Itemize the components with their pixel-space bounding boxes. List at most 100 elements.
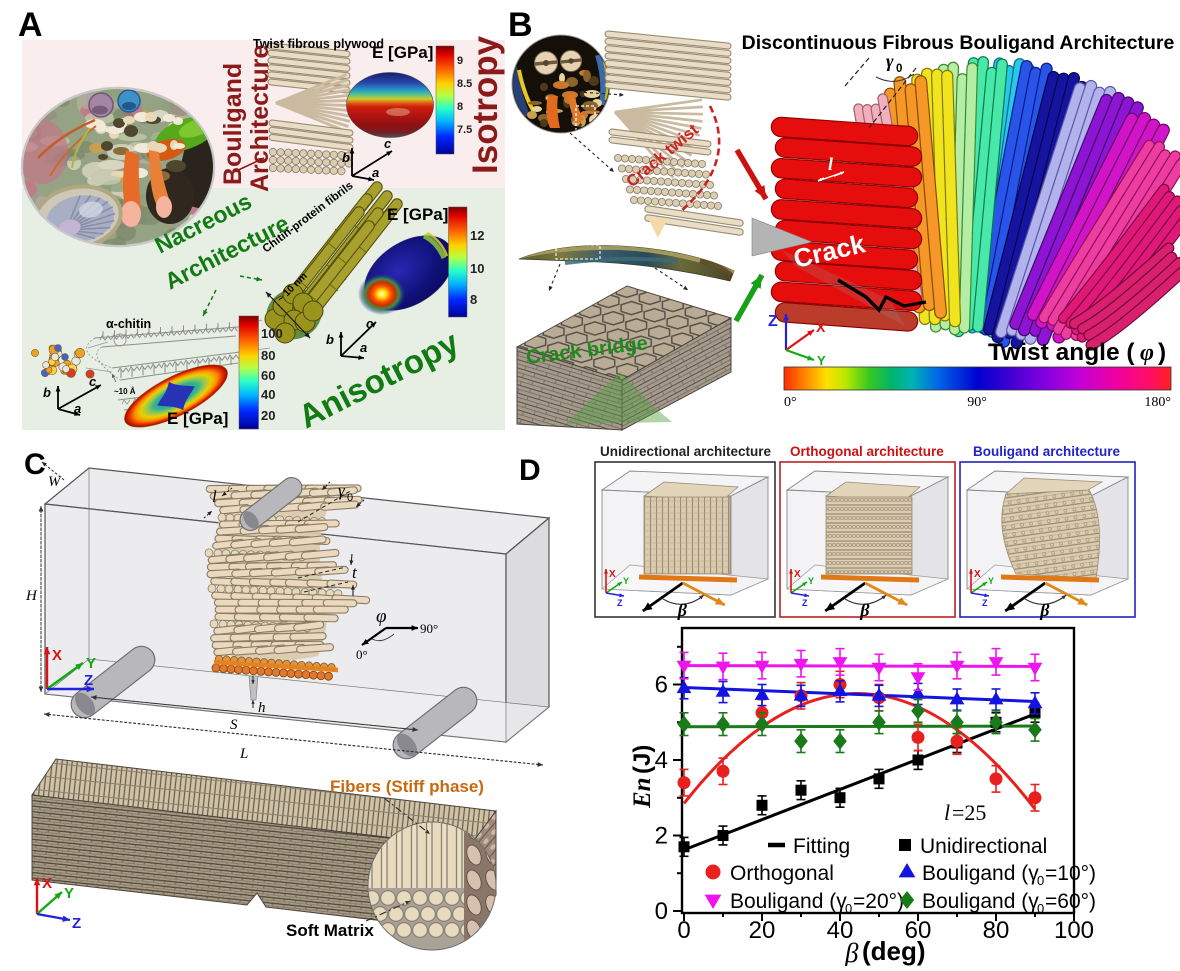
svg-text:90°: 90° <box>967 395 987 410</box>
svg-text:=10°): =10°) <box>1045 862 1096 885</box>
svg-text:90°: 90° <box>420 621 438 636</box>
svg-text:40: 40 <box>261 387 275 402</box>
svg-text:12: 12 <box>470 228 484 243</box>
svg-text:2: 2 <box>655 823 668 850</box>
svg-text:Fibers (Stiff phase): Fibers (Stiff phase) <box>330 777 484 796</box>
svg-text:=60°): =60°) <box>1045 890 1096 913</box>
svg-text:=20°): =20°) <box>853 890 904 913</box>
svg-text:Discontinuous Fibrous Bouligan: Discontinuous Fibrous Bouligand Architec… <box>742 32 1175 54</box>
svg-text:c: c <box>89 374 97 389</box>
svg-text:Z: Z <box>84 672 93 689</box>
svg-text:Architecture: Architecture <box>246 45 274 192</box>
svg-text:β: β <box>844 938 859 966</box>
svg-text:0: 0 <box>655 898 668 925</box>
svg-text:(deg): (deg) <box>862 936 926 966</box>
svg-text:E [GPa]: E [GPa] <box>387 205 448 224</box>
svg-text:(J): (J) <box>629 745 656 774</box>
svg-text:X: X <box>42 875 52 892</box>
svg-text:φ: φ <box>1140 340 1154 366</box>
svg-text:X: X <box>52 647 62 664</box>
svg-text:Z: Z <box>768 313 778 330</box>
svg-text:0: 0 <box>677 917 690 944</box>
svg-text:β: β <box>859 600 870 620</box>
svg-text:0: 0 <box>1037 901 1044 916</box>
svg-text:Z: Z <box>802 598 808 608</box>
svg-text:l: l <box>212 487 217 506</box>
svg-text:l: l <box>944 800 950 825</box>
svg-text:X: X <box>816 319 826 335</box>
svg-text:Y: Y <box>623 576 629 586</box>
svg-text:6: 6 <box>655 672 668 699</box>
svg-text:Y: Y <box>817 353 826 368</box>
svg-text:X: X <box>974 569 981 580</box>
svg-text:20: 20 <box>749 917 776 944</box>
svg-text:H: H <box>25 588 38 604</box>
svg-text:Bouligand (γ: Bouligand (γ <box>922 890 1039 913</box>
svg-text:10: 10 <box>470 261 484 276</box>
svg-text:Bouligand (γ: Bouligand (γ <box>730 890 847 913</box>
svg-text:Y: Y <box>86 655 96 672</box>
svg-text:Fitting: Fitting <box>793 835 850 858</box>
svg-text:B: B <box>508 6 533 44</box>
svg-text:0: 0 <box>347 492 353 504</box>
svg-text:γ: γ <box>886 51 894 71</box>
svg-text:Bouligand: Bouligand <box>219 63 247 185</box>
svg-text:X: X <box>794 569 801 580</box>
svg-text:0: 0 <box>1037 873 1044 888</box>
svg-text:Unidirectional: Unidirectional <box>920 835 1047 858</box>
svg-text:Z: Z <box>72 915 81 932</box>
svg-text:Z: Z <box>982 598 988 608</box>
svg-text:En: En <box>629 777 656 809</box>
svg-text:=25: =25 <box>952 800 986 825</box>
svg-text:a: a <box>360 340 367 355</box>
svg-text:A: A <box>18 6 43 44</box>
svg-text:80: 80 <box>983 917 1010 944</box>
svg-text:60: 60 <box>261 368 275 383</box>
svg-text:Soft Matrix: Soft Matrix <box>286 921 374 940</box>
svg-text:l: l <box>828 154 833 174</box>
svg-text:Isotropy: Isotropy <box>466 35 505 174</box>
svg-text:Z: Z <box>617 598 623 608</box>
svg-text:Y: Y <box>64 885 74 902</box>
svg-text:a: a <box>372 165 379 180</box>
svg-text:0: 0 <box>845 901 852 916</box>
svg-text:8: 8 <box>470 292 477 307</box>
svg-text:Orthogonal: Orthogonal <box>730 862 834 885</box>
svg-text:180°: 180° <box>1144 395 1171 410</box>
svg-text:Orthogonal architecture: Orthogonal architecture <box>790 444 944 459</box>
svg-text:D: D <box>519 454 541 487</box>
svg-text:Bouligand (γ: Bouligand (γ <box>922 862 1039 885</box>
svg-text:E [GPa]: E [GPa] <box>167 409 228 428</box>
svg-text:~10 Å: ~10 Å <box>114 387 136 396</box>
svg-text:80: 80 <box>261 348 275 363</box>
svg-text:c: c <box>384 136 392 151</box>
svg-text:Y: Y <box>988 576 994 586</box>
svg-text:4: 4 <box>655 747 668 774</box>
svg-text:20: 20 <box>261 408 275 423</box>
svg-text:0°: 0° <box>784 395 797 410</box>
svg-text:α-chitin: α-chitin <box>106 317 151 331</box>
svg-text:C: C <box>24 448 46 481</box>
svg-text:b: b <box>326 332 334 347</box>
svg-text:100: 100 <box>261 326 283 341</box>
svg-text:9: 9 <box>457 55 463 67</box>
svg-text:β: β <box>677 600 688 620</box>
svg-text:a: a <box>74 401 81 416</box>
svg-text:Y: Y <box>808 576 814 586</box>
svg-text:): ) <box>1158 339 1166 366</box>
svg-text:E [GPa]: E [GPa] <box>372 43 433 62</box>
svg-text:b: b <box>43 385 51 400</box>
svg-text:Bouligand architecture: Bouligand architecture <box>973 444 1121 459</box>
svg-text:φ: φ <box>376 606 387 627</box>
svg-text:c: c <box>366 316 374 331</box>
svg-text:S: S <box>230 717 238 733</box>
svg-text:β: β <box>1039 600 1050 620</box>
svg-text:b: b <box>342 150 350 165</box>
svg-text:L: L <box>239 746 248 762</box>
svg-text:0: 0 <box>896 63 902 75</box>
svg-text:X: X <box>609 569 616 580</box>
svg-text:8: 8 <box>457 101 463 113</box>
svg-text:Twist angle (: Twist angle ( <box>988 339 1135 366</box>
svg-text:0°: 0° <box>356 647 368 662</box>
svg-text:Unidirectional architecture: Unidirectional architecture <box>600 444 772 459</box>
